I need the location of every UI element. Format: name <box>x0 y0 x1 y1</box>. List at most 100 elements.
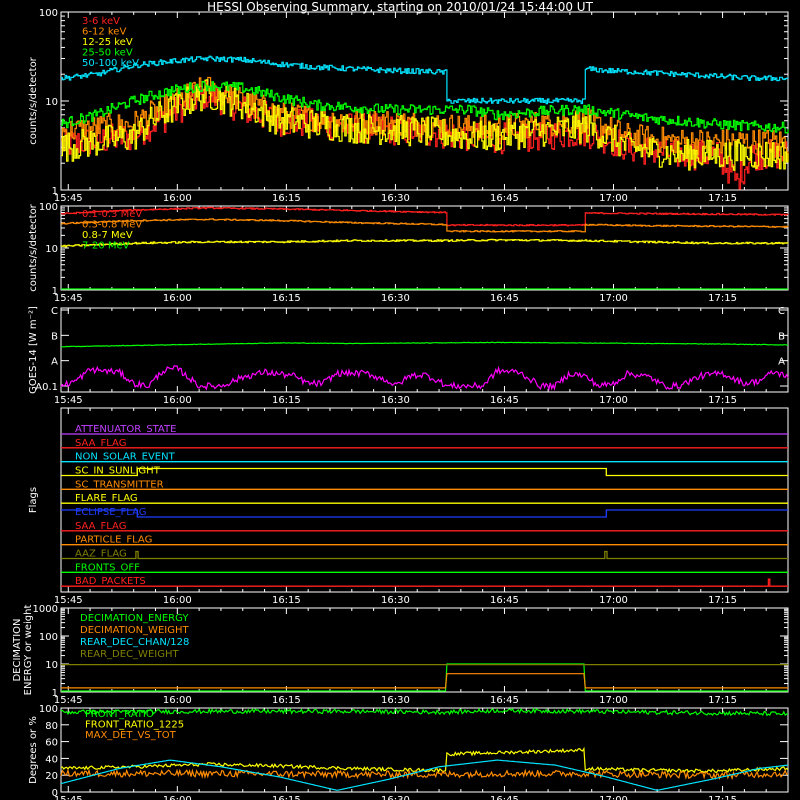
legend-entry: 7-20 MeV <box>82 241 130 252</box>
y-tick-label: 1 <box>52 186 58 197</box>
x-tick-label: 17:00 <box>599 193 628 204</box>
particle-rates-ylabel: counts/s/detector <box>28 203 39 291</box>
flag-label: AAZ_FLAG <box>75 549 127 560</box>
x-tick-label: 16:15 <box>272 395 301 406</box>
flags-ylabel: Flags <box>28 487 39 513</box>
legend-entry: 50-100 keV <box>82 58 139 69</box>
x-tick-label: 16:00 <box>163 595 192 606</box>
lightcurves-panel: 15:45 16:00 16:15 16:30 16:45 17:00 17:15 count… <box>28 8 789 204</box>
y-tick-label: 0 <box>52 788 58 799</box>
y-tick-label: 10 <box>45 660 58 671</box>
legend-entry: 0.8-7 MeV <box>82 230 133 241</box>
flag-label: SAA_FLAG <box>75 438 126 449</box>
particle-rates-frame <box>60 205 789 291</box>
flag-label: ATTENUATOR_STATE <box>75 424 176 435</box>
x-tick-label: 16:15 <box>272 595 301 606</box>
legend-entry: MAX_DET_VS_TOT <box>85 730 177 741</box>
flag-label: PARTICLE_FLAG <box>75 535 152 546</box>
x-tick-label: 16:30 <box>381 193 410 204</box>
series-line-50-100-kev <box>61 55 789 105</box>
x-tick-label: 17:15 <box>708 695 737 706</box>
x-tick-label: 16:45 <box>490 293 519 304</box>
series-line-0-8-7-mev <box>61 238 789 248</box>
x-tick-label: 16:30 <box>381 695 410 706</box>
x-tick-label: 15:45 <box>54 293 83 304</box>
x-tick-label: 15:45 <box>54 193 83 204</box>
x-tick-label: 16:00 <box>163 293 192 304</box>
x-tick-label: 16:45 <box>490 695 519 706</box>
y-tick-label-right: B <box>778 331 785 342</box>
y-tick-label: 100 <box>39 704 58 715</box>
flags-frame <box>60 407 789 593</box>
x-tick-label: 17:00 <box>599 293 628 304</box>
x-tick-label: 15:45 <box>54 795 83 800</box>
y-tick-label-right: C <box>778 306 785 317</box>
ratios-panel: 15:45 16:00 16:15 16:30 16:45 17:00 17:15 Degre… <box>28 704 789 800</box>
legend-entry: 6-12 keV <box>82 27 126 38</box>
y-tick-label: 10 <box>45 97 58 108</box>
series-line-max-det-vs-tot <box>60 768 789 781</box>
x-tick-label: 17:15 <box>708 293 737 304</box>
series-line-0-1-0-3-mev <box>61 206 789 227</box>
x-tick-label: 15:45 <box>54 395 83 406</box>
goes-frame <box>60 307 789 393</box>
series-line-12-25-kev <box>61 79 789 171</box>
x-tick-label: 16:00 <box>163 193 192 204</box>
x-tick-label: 16:15 <box>272 695 301 706</box>
x-tick-label: 17:00 <box>599 695 628 706</box>
x-tick-label: 16:30 <box>381 293 410 304</box>
series-line-decimation-weight <box>61 673 788 689</box>
series-line-decimation-energy <box>61 663 788 692</box>
ratios-ylabel: Degrees or % <box>28 716 39 784</box>
decimation-ylabel: DECIMATIONENERGY or weight <box>12 605 34 696</box>
legend-entry: 0.3-0.8 MeV <box>82 220 142 231</box>
legend-entry: FRONT_RATIO <box>85 709 154 720</box>
legend-entry: 12-25 keV <box>82 37 133 48</box>
y-tick-label: A <box>51 357 58 368</box>
legend-entry: 25-50 keV <box>82 48 133 59</box>
x-tick-label: 17:00 <box>599 795 628 800</box>
x-tick-label: 16:00 <box>163 395 192 406</box>
y-tick-label: B <box>51 331 58 342</box>
legend-entry: DECIMATION_WEIGHT <box>80 625 189 636</box>
flag-label: NON_SOLAR_EVENT <box>75 452 176 463</box>
series-line-sun-angle <box>60 759 789 791</box>
x-tick-label: 16:30 <box>381 395 410 406</box>
goes-ylabel: GOES-14 [W m⁻²] <box>28 306 39 394</box>
flag-label: SC_TRANSMITTER <box>75 479 164 490</box>
x-tick-label: 16:30 <box>381 795 410 800</box>
legend-entry: FRONT_RATIO_1225 <box>85 720 184 731</box>
y-tick-label: 1 <box>52 286 58 297</box>
flag-label: BAD_PACKETS <box>75 576 146 587</box>
x-tick-label: 16:00 <box>163 695 192 706</box>
flag-label: FLARE_FLAG <box>75 493 138 504</box>
x-tick-label: 17:15 <box>708 193 737 204</box>
flag-label: ECLIPSE_FLAG <box>75 507 146 518</box>
x-tick-label: 15:45 <box>54 695 83 706</box>
y-tick-label: 40 <box>45 754 58 765</box>
flag-line-bad_packets <box>61 578 788 587</box>
x-tick-label: 16:15 <box>272 795 301 800</box>
flags-panel: 15:45 16:00 16:15 16:30 16:45 17:00 17:15 Flags… <box>28 407 789 606</box>
x-tick-label: 16:00 <box>163 795 192 800</box>
y-tick-label: 20 <box>45 771 58 782</box>
y-tick-label: 100 <box>39 8 58 19</box>
ratios-frame <box>60 707 789 793</box>
x-tick-label: 16:45 <box>490 193 519 204</box>
y-tick-label: 60 <box>45 738 58 749</box>
legend-entry: DECIMATION_ENERGY <box>80 613 189 624</box>
decimation-frame <box>60 607 789 693</box>
decimation-panel: 15:45 16:00 16:15 16:30 16:45 17:00 17:15 DECIM… <box>12 604 789 706</box>
x-tick-label: 17:15 <box>708 595 737 606</box>
legend-entry: REAR_DEC_WEIGHT <box>80 649 179 660</box>
x-tick-label: 17:00 <box>599 595 628 606</box>
flag-label: FRONTS_OFF <box>75 562 140 573</box>
flag-line-aaz_flag <box>61 550 788 560</box>
x-tick-label: 16:45 <box>490 795 519 800</box>
flag-line-eclipse_flag <box>61 509 788 518</box>
x-tick-label: 15:45 <box>54 595 83 606</box>
x-tick-label: 17:15 <box>708 795 737 800</box>
particle-rates-panel: 15:45 16:00 16:15 16:30 16:45 17:00 17:15 count… <box>28 202 789 304</box>
y-tick-label: 80 <box>45 721 58 732</box>
